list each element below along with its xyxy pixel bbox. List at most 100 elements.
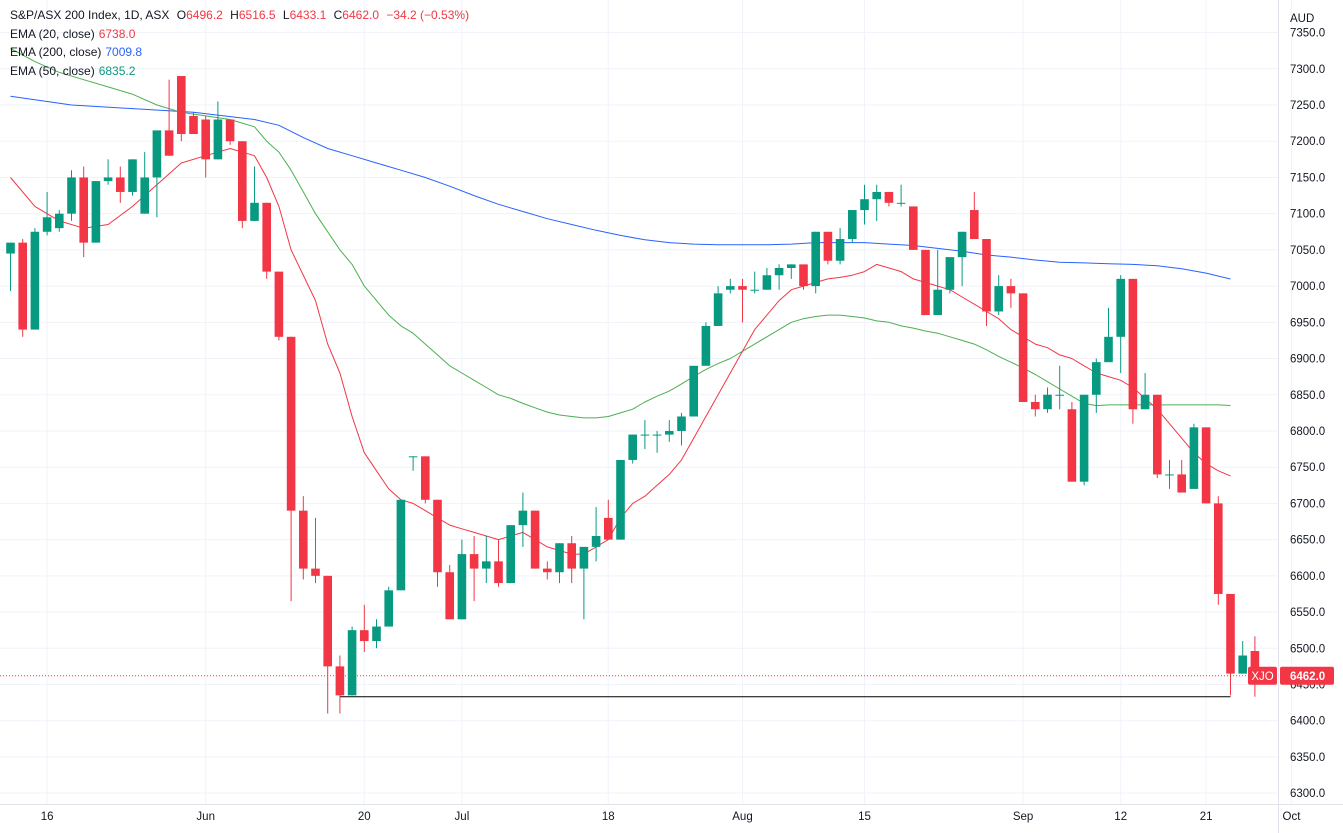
- candle[interactable]: [238, 141, 247, 229]
- candle[interactable]: [18, 239, 27, 337]
- candle[interactable]: [860, 184, 869, 225]
- candle[interactable]: [274, 271, 284, 341]
- candle[interactable]: [811, 231, 820, 294]
- candle[interactable]: [1018, 293, 1028, 402]
- candle[interactable]: [1092, 358, 1101, 413]
- candle[interactable]: [67, 170, 76, 221]
- candle[interactable]: [933, 249, 942, 316]
- candle[interactable]: [823, 231, 833, 265]
- candle[interactable]: [1250, 636, 1260, 697]
- candle[interactable]: [384, 586, 393, 627]
- candle[interactable]: [555, 543, 564, 584]
- candle[interactable]: [579, 546, 589, 620]
- candle[interactable]: [799, 264, 808, 290]
- candle[interactable]: [591, 507, 601, 562]
- candle[interactable]: [677, 412, 686, 446]
- candle[interactable]: [1189, 423, 1199, 489]
- indicator-ema50[interactable]: EMA (50, close) 6835.2: [10, 62, 469, 81]
- candle[interactable]: [116, 166, 125, 203]
- candle[interactable]: [652, 430, 662, 453]
- candle[interactable]: [872, 184, 881, 221]
- candle[interactable]: [701, 322, 711, 366]
- candle[interactable]: [616, 459, 625, 540]
- candle[interactable]: [1079, 394, 1089, 486]
- candle[interactable]: [457, 539, 467, 620]
- candle[interactable]: [1153, 394, 1162, 479]
- candle[interactable]: [982, 239, 991, 326]
- candle[interactable]: [1201, 427, 1211, 504]
- candle[interactable]: [1043, 387, 1052, 413]
- candle[interactable]: [347, 626, 357, 696]
- candle[interactable]: [408, 456, 418, 471]
- candle[interactable]: [543, 561, 552, 580]
- candle[interactable]: [445, 564, 454, 620]
- indicator-ema20[interactable]: EMA (20, close) 6738.0: [10, 25, 469, 44]
- candle[interactable]: [787, 264, 796, 279]
- candle[interactable]: [774, 264, 784, 290]
- candle[interactable]: [1116, 275, 1125, 374]
- candle[interactable]: [835, 228, 845, 265]
- candle[interactable]: [433, 499, 442, 587]
- candle[interactable]: [201, 115, 210, 178]
- candle[interactable]: [750, 271, 759, 294]
- candle[interactable]: [713, 286, 723, 326]
- candle[interactable]: [30, 228, 40, 330]
- candle[interactable]: [604, 499, 613, 540]
- candle[interactable]: [79, 166, 88, 258]
- time-axis[interactable]: 16 Jun 20 Jul 18 Aug 15 Sep 12 21 Oct: [41, 811, 1302, 823]
- candle[interactable]: [1165, 459, 1174, 489]
- candle[interactable]: [628, 434, 637, 464]
- candle[interactable]: [262, 202, 271, 279]
- candle[interactable]: [970, 191, 979, 240]
- candle[interactable]: [1067, 402, 1077, 482]
- candle[interactable]: [1177, 459, 1186, 493]
- candle[interactable]: [42, 191, 52, 236]
- candle[interactable]: [1214, 496, 1223, 605]
- candle[interactable]: [6, 242, 15, 292]
- candle[interactable]: [299, 496, 308, 580]
- candle[interactable]: [494, 539, 503, 587]
- candle[interactable]: [896, 184, 906, 207]
- candle[interactable]: [884, 191, 894, 207]
- candle[interactable]: [311, 517, 320, 584]
- candle[interactable]: [909, 206, 918, 250]
- candle[interactable]: [1006, 278, 1016, 308]
- candle[interactable]: [396, 499, 406, 591]
- candle[interactable]: [103, 159, 113, 185]
- candle[interactable]: [1140, 373, 1150, 410]
- candle[interactable]: [1055, 365, 1064, 410]
- candle[interactable]: [152, 130, 162, 218]
- candle[interactable]: [1031, 394, 1040, 417]
- candle[interactable]: [164, 79, 174, 156]
- candle[interactable]: [689, 365, 698, 417]
- candle[interactable]: [738, 278, 747, 323]
- candle[interactable]: [469, 536, 479, 602]
- candle[interactable]: [55, 210, 64, 232]
- candle[interactable]: [91, 181, 101, 243]
- candle[interactable]: [994, 275, 1003, 316]
- candle[interactable]: [482, 536, 491, 584]
- candle[interactable]: [1128, 278, 1138, 424]
- candle[interactable]: [1226, 593, 1235, 696]
- candle[interactable]: [848, 210, 857, 243]
- candle[interactable]: [360, 604, 369, 652]
- candle[interactable]: [189, 112, 198, 134]
- candle[interactable]: [323, 575, 332, 714]
- indicator-ema200[interactable]: EMA (200, close) 7009.8: [10, 43, 469, 62]
- candle[interactable]: [372, 619, 381, 649]
- candle[interactable]: [726, 278, 735, 294]
- candle[interactable]: [640, 420, 650, 450]
- candle[interactable]: [762, 268, 772, 290]
- candle[interactable]: [921, 249, 930, 316]
- candle[interactable]: [128, 159, 137, 196]
- candle[interactable]: [421, 456, 430, 504]
- candles[interactable]: [6, 76, 1260, 714]
- candle[interactable]: [567, 536, 576, 584]
- candle[interactable]: [665, 420, 674, 442]
- candle[interactable]: [140, 152, 149, 214]
- candle[interactable]: [518, 492, 528, 547]
- candle[interactable]: [335, 655, 345, 714]
- candle[interactable]: [1104, 307, 1113, 363]
- candle[interactable]: [530, 510, 540, 569]
